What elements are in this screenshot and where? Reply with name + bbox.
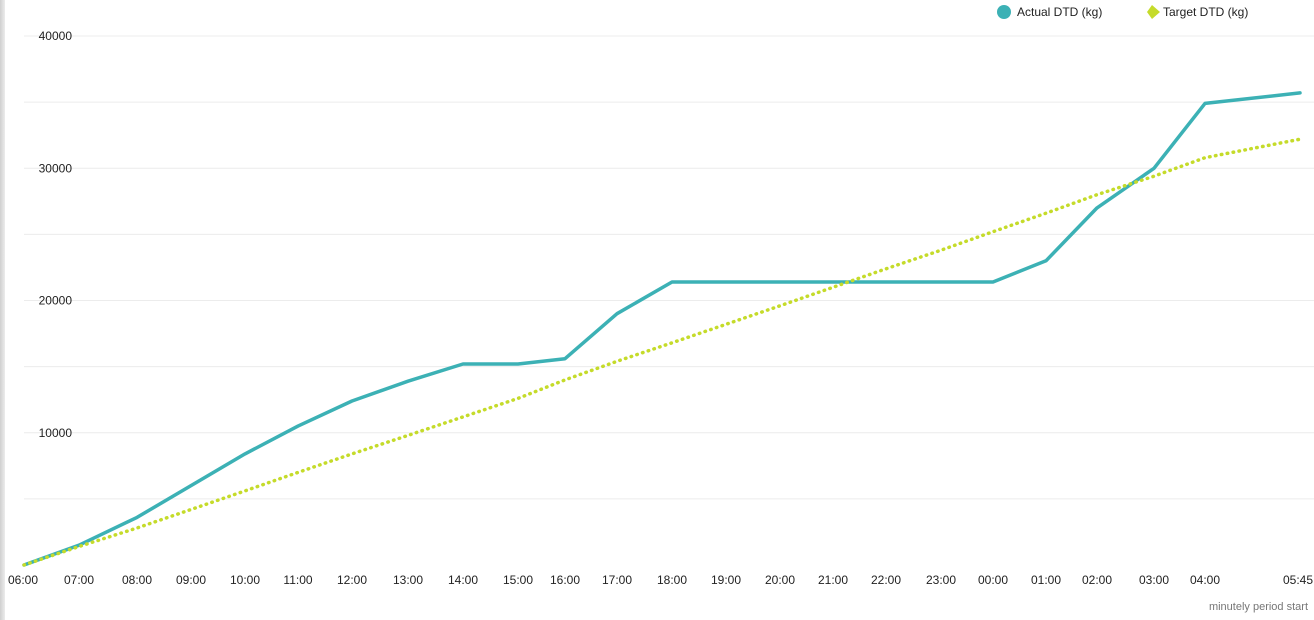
x-tick-label: 07:00 xyxy=(64,573,94,587)
series-line-actual xyxy=(22,91,1302,567)
y-tick-label: 40000 xyxy=(39,29,73,43)
x-tick-label: 12:00 xyxy=(337,573,367,587)
x-tick-label: 14:00 xyxy=(448,573,478,587)
legend[interactable]: Actual DTD (kg) Target DTD (kg) xyxy=(997,5,1248,19)
x-axis-ticks: 06:00 07:00 08:00 09:00 10:00 11:00 12:00 13:00… xyxy=(8,573,1313,587)
legend-item-target[interactable]: Target DTD (kg) xyxy=(1147,5,1248,19)
x-tick-label: 03:00 xyxy=(1139,573,1169,587)
legend-item-actual[interactable]: Actual DTD (kg) xyxy=(997,5,1102,19)
x-tick-label: 22:00 xyxy=(871,573,901,587)
series-lines xyxy=(22,91,1302,567)
x-tick-label: 04:00 xyxy=(1190,573,1220,587)
x-tick-label: 11:00 xyxy=(283,573,312,587)
x-tick-label: 16:00 xyxy=(550,573,580,587)
x-axis-title: minutely period start xyxy=(1209,601,1308,613)
x-tick-label: 08:00 xyxy=(122,573,152,587)
legend-target-label: Target DTD (kg) xyxy=(1163,5,1248,19)
y-tick-label: 10000 xyxy=(39,426,73,440)
legend-target-marker-icon xyxy=(1147,5,1160,19)
x-tick-label: 20:00 xyxy=(765,573,795,587)
legend-actual-marker-icon xyxy=(997,5,1011,19)
y-tick-label: 20000 xyxy=(39,294,73,308)
grid-lines xyxy=(24,35,1314,500)
x-tick-label: 05:45 xyxy=(1283,573,1313,587)
x-tick-label: 23:00 xyxy=(926,573,956,587)
x-tick-label: 01:00 xyxy=(1031,573,1061,587)
x-tick-label: 18:00 xyxy=(657,573,687,587)
x-tick-label: 00:00 xyxy=(978,573,1008,587)
x-tick-label: 15:00 xyxy=(503,573,533,587)
x-tick-label: 19:00 xyxy=(711,573,741,587)
series-line-target xyxy=(22,137,1302,567)
x-tick-label: 06:00 xyxy=(8,573,38,587)
legend-actual-label: Actual DTD (kg) xyxy=(1017,5,1102,19)
x-tick-label: 02:00 xyxy=(1082,573,1112,587)
x-tick-label: 13:00 xyxy=(393,573,423,587)
left-edge-border xyxy=(0,0,5,620)
x-tick-label: 10:00 xyxy=(230,573,260,587)
y-axis-ticks: 10000 20000 30000 40000 xyxy=(39,29,73,440)
x-tick-label: 21:00 xyxy=(818,573,848,587)
x-tick-label: 09:00 xyxy=(176,573,206,587)
y-tick-label: 30000 xyxy=(39,161,73,175)
x-tick-label: 17:00 xyxy=(602,573,632,587)
